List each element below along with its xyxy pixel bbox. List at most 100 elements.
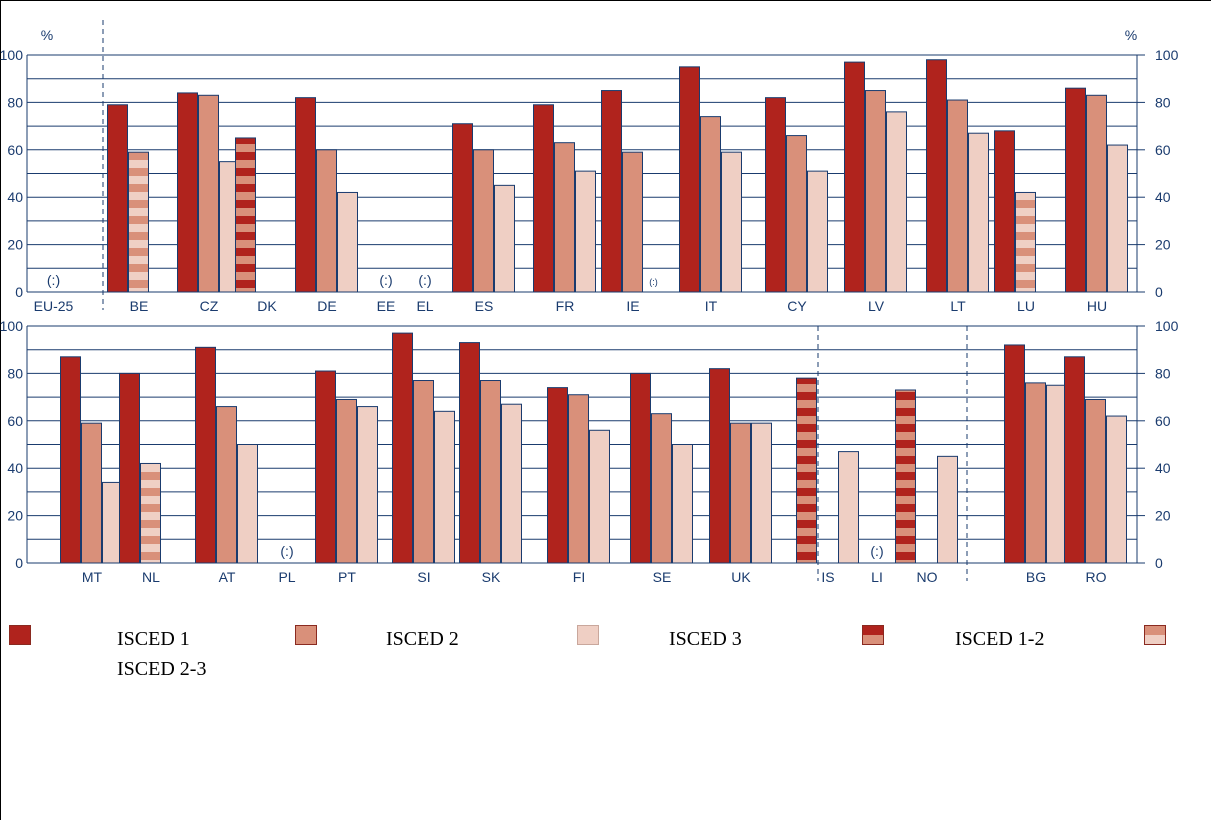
bar-ro-isced-3 [1106,415,1127,564]
bar-nl-isced-2-3 [140,462,161,564]
y-tick-label-left: 20 [7,508,23,524]
category-label-hu: HU [1087,298,1107,314]
category-label-bg: BG [1026,569,1046,585]
bar-is-isced-3 [838,451,859,564]
bar-no-isced-1-2 [895,389,916,564]
bar-pt-isced-2 [336,398,357,564]
bar-de-isced-3 [337,191,358,293]
bar-ro-isced-1 [1064,356,1085,564]
legend-swatch-isced2 [295,625,317,645]
y-tick-label-right: 20 [1155,237,1171,253]
bar-nl-isced-1 [119,372,140,564]
bar-lu-isced-1 [994,130,1015,293]
bar-uk-isced-2 [730,422,751,564]
bar-lt-isced-1 [926,59,947,293]
y-tick-label-right: 100 [1155,47,1179,63]
bar-mt-isced-2 [81,422,102,564]
y-tick-label-right: 40 [1155,460,1171,476]
category-label-li: LI [871,569,883,585]
category-label-be: BE [130,298,149,314]
legend-label-isced2: ISCED 2 [386,628,459,650]
y-unit-label-right: % [1125,27,1137,43]
bar-at-isced-3 [237,444,258,564]
bar-bg-isced-1 [1004,344,1025,564]
category-label-uk: UK [731,569,751,585]
category-label-it: IT [705,298,718,314]
legend-label-isced2-3: ISCED 2-3 [117,658,207,680]
bar-es-isced-1 [452,123,473,293]
legend-label-isced1-2: ISCED 1-2 [955,628,1045,650]
bar-es-isced-3 [494,184,515,293]
bar-cy-isced-3 [807,170,828,293]
bar-is-isced-1-2 [796,377,817,564]
bar-fi-isced-3 [589,429,610,564]
category-label-lv: LV [868,298,885,314]
y-tick-label-right: 80 [1155,365,1171,381]
category-label-ie: IE [626,298,639,314]
bar-be-isced-1 [107,104,128,293]
category-label-lu: LU [1017,298,1035,314]
category-label-ee: EE [377,298,396,314]
bar-se-isced-1 [630,372,651,564]
category-label-ro: RO [1086,569,1107,585]
y-tick-label-left: 0 [15,284,23,300]
category-label-se: SE [653,569,672,585]
missing-data-note-eu-25: (:) [47,272,60,288]
y-tick-label-left: 60 [7,142,23,158]
y-tick-label-right: 100 [1155,318,1179,334]
y-tick-label-right: 20 [1155,508,1171,524]
legend-label-isced1: ISCED 1 [117,628,190,650]
bar-lv-isced-2 [865,90,886,293]
y-tick-label-right: 40 [1155,189,1171,205]
bar-chart: 0 0 20 20 40 40 60 60 80 80 100 100% % EU-25 (:) BE CZ DK… [0,20,1179,585]
bar-at-isced-1 [195,346,216,564]
category-label-no: NO [917,569,938,585]
missing-data-note-ee: (:) [379,272,392,288]
bar-fi-isced-2 [568,394,589,564]
y-tick-label-left: 0 [15,555,23,571]
bar-mt-isced-1 [60,356,81,564]
bar-hu-isced-1 [1065,87,1086,293]
bar-de-isced-1 [295,97,316,293]
bar-be-isced-2-3 [128,151,149,293]
y-tick-label-right: 0 [1155,284,1163,300]
category-label-pt: PT [338,569,356,585]
category-label-mt: MT [82,569,103,585]
bar-lv-isced-1 [844,61,865,293]
bar-it-isced-3 [721,151,742,293]
category-label-lt: LT [950,298,966,314]
bar-lu-isced-2-3 [1015,191,1036,293]
category-label-de: DE [317,298,336,314]
legend-label-isced3: ISCED 3 [669,628,742,650]
bar-dk-isced-1-2 [235,137,256,293]
bar-si-isced-1 [392,332,413,564]
bar-no-isced-3 [937,455,958,564]
category-label-nl: NL [142,569,160,585]
bar-sk-isced-3 [501,403,522,564]
y-tick-label-left: 100 [0,318,23,334]
missing-data-note-li: (:) [870,543,883,559]
y-tick-label-left: 100 [0,47,23,63]
category-label-si: SI [417,569,430,585]
y-tick-label-right: 80 [1155,94,1171,110]
bar-bg-isced-3 [1046,384,1067,564]
category-label-es: ES [475,298,494,314]
bar-fr-isced-2 [554,142,575,293]
legend-swatch-isced2-3 [1144,625,1166,645]
missing-data-note-pl: (:) [280,543,293,559]
y-tick-label-left: 80 [7,94,23,110]
bar-ro-isced-2 [1085,398,1106,564]
bar-pt-isced-1 [315,370,336,564]
y-tick-label-left: 20 [7,237,23,253]
category-label-sk: SK [482,569,501,585]
bar-cy-isced-2 [786,135,807,293]
bar-ie-isced-1 [601,90,622,293]
bar-it-isced-2 [700,116,721,293]
category-label-el: EL [416,298,433,314]
category-label-cy: CY [787,298,807,314]
bar-se-isced-2 [651,413,672,564]
bar-si-isced-2 [413,380,434,564]
category-label-eu-25: EU-25 [34,298,74,314]
bar-fi-isced-1 [547,387,568,564]
